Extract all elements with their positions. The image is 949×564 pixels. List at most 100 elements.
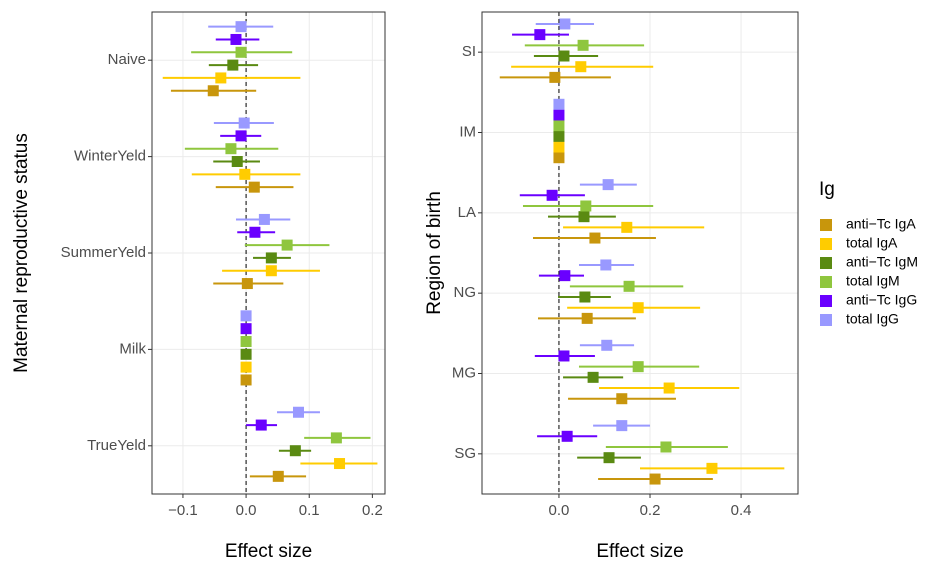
point [559,18,571,30]
y-tick-label: LA [458,204,476,221]
y-tick-label: IM [459,123,476,140]
point [663,382,675,394]
point [632,361,644,373]
point [215,72,227,84]
point [240,310,252,322]
legend-label: anti−Tc IgG [846,292,917,308]
legend-swatch [820,219,832,231]
point [603,452,615,464]
point [553,120,565,132]
y-tick-label: SG [454,445,476,462]
point [240,335,252,347]
point [230,33,242,45]
x-tick-label: 0.2 [362,502,383,519]
legend-label: anti−Tc IgA [846,216,916,232]
point [265,265,277,277]
point [238,117,250,129]
point [289,445,301,457]
legend-swatch [820,314,832,326]
point [623,280,635,292]
point [561,430,573,442]
point [602,179,614,191]
point [632,302,644,314]
point [553,109,565,121]
x-tick-label: 0.4 [731,502,752,519]
point [601,339,613,351]
x-tick-label: 0.0 [549,502,570,519]
point [553,152,565,164]
point [553,130,565,142]
point [587,371,599,383]
point [231,156,243,168]
point [706,462,718,474]
point [240,323,252,335]
point [558,50,570,62]
point [660,441,672,453]
legend-label: total IgG [846,311,899,327]
point [207,85,219,97]
point [577,39,589,51]
point [239,168,251,180]
point [600,259,612,271]
legend-label: anti−Tc IgM [846,254,918,270]
y-tick-label: SI [462,43,476,60]
point [575,61,587,73]
point [549,71,561,83]
point [579,291,591,303]
point [235,130,247,142]
x-axis-title: Effect size [225,541,312,562]
legend-swatch [820,238,832,250]
y-axis-title: Maternal reproductive status [11,133,32,373]
y-tick-label: Milk [119,340,146,357]
point [272,470,284,482]
point [241,278,253,290]
point [334,458,346,470]
point [292,406,304,418]
x-tick-label: 0.0 [236,502,257,519]
y-tick-label: Naive [108,51,146,68]
x-tick-label: 0.1 [299,502,320,519]
point [240,348,252,360]
point [559,270,571,282]
point [281,239,293,251]
point [240,361,252,373]
y-tick-label: TrueYeld [87,437,146,454]
point [546,189,558,201]
x-tick-label: 0.2 [640,502,661,519]
y-tick-label: SummerYeld [61,244,146,261]
point [227,59,239,71]
point [616,393,628,405]
y-tick-label: MG [452,364,476,381]
point [225,143,237,155]
panel-border [481,11,799,495]
point [558,350,570,362]
point [580,200,592,212]
legend-swatch [820,295,832,307]
y-axis-title: Region of birth [424,191,445,315]
legend-swatch [820,257,832,269]
point [553,141,565,153]
point [235,46,247,58]
point [240,374,252,386]
point [589,232,601,244]
point [616,420,628,432]
y-tick-label: NG [454,284,477,301]
point [553,98,565,110]
point [235,21,247,33]
point [265,252,277,264]
y-tick-label: WinterYeld [74,148,146,165]
point [581,312,593,324]
point [649,473,661,485]
legend-label: total IgA [846,235,898,251]
x-tick-label: −0.1 [168,502,198,519]
point [534,29,546,41]
legend-label: total IgM [846,273,900,289]
point [248,181,260,193]
legend-title: Ig [819,179,835,200]
point [255,419,267,431]
point [578,211,590,223]
point [330,432,342,444]
point [258,213,270,225]
point [621,221,633,233]
